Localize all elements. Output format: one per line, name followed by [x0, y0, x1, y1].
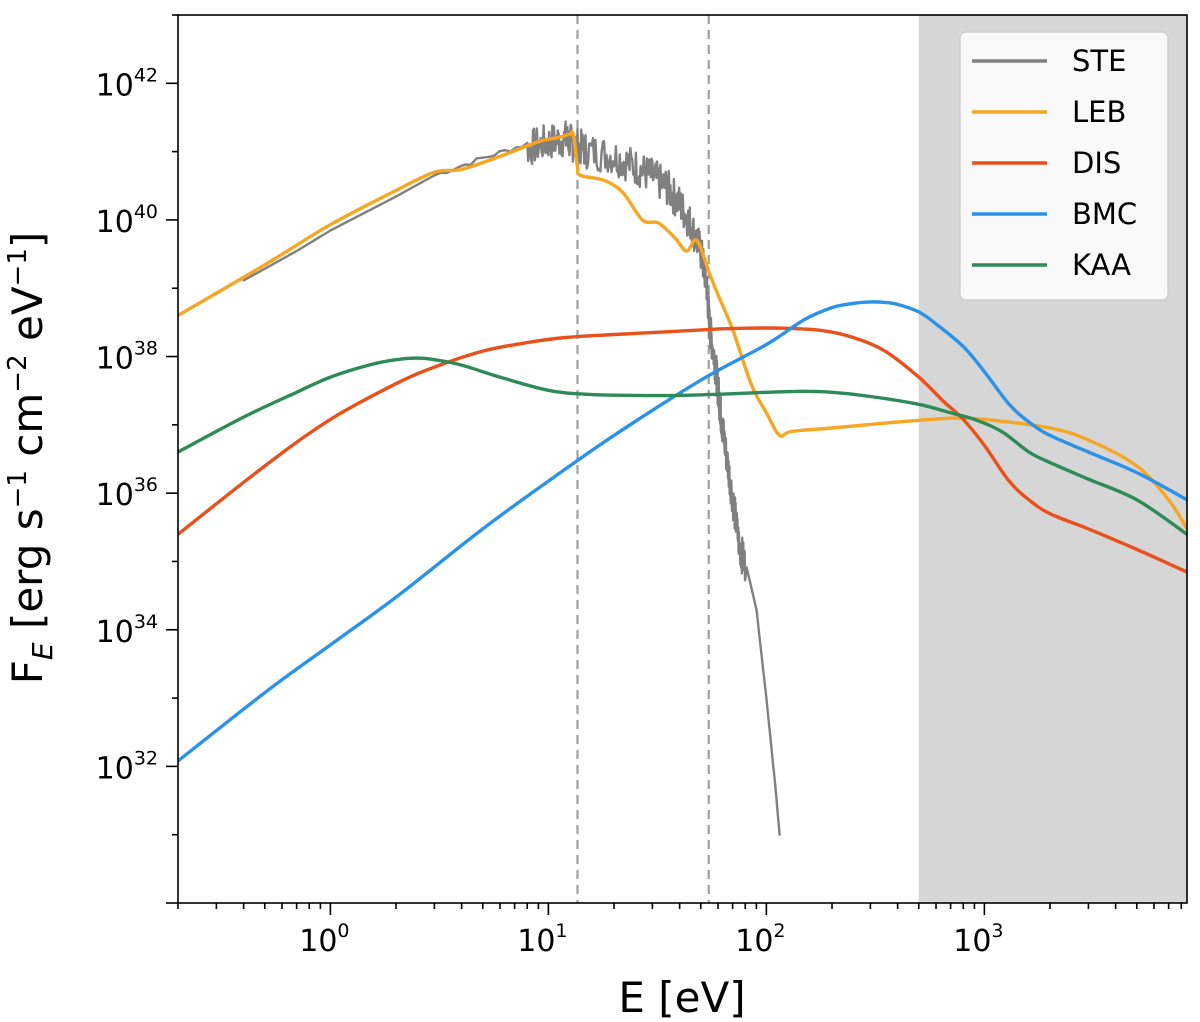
- legend-label-dis: DIS: [1072, 146, 1121, 180]
- y-tick-label: 1042: [96, 64, 158, 103]
- x-axis-ticks: 100 101 102 103: [177, 903, 1183, 959]
- y-title-exp3: −1: [3, 248, 33, 286]
- series-line-bmc: [178, 300, 1187, 763]
- legend-label-leb: LEB: [1072, 95, 1126, 129]
- legend: STE LEB DIS BMC KAA: [959, 31, 1169, 301]
- y-tick-label: 1040: [96, 201, 158, 240]
- y-tick-label: 1034: [96, 611, 158, 650]
- x-tick-label: 101: [517, 920, 567, 959]
- y-axis-ticks: 1032 1034 1036 1038 1040 1042: [96, 14, 178, 904]
- y-title-exp1: −1: [3, 470, 33, 508]
- series-line-leb: [178, 129, 1187, 531]
- plot-frame: [177, 14, 1188, 904]
- y-title-unit-open: [erg s: [3, 508, 52, 642]
- y-title-exp2: −2: [3, 354, 33, 392]
- y-title-subscript: E: [26, 642, 59, 660]
- legend-label-bmc: BMC: [1072, 197, 1137, 231]
- y-axis-title: FE [erg s−1 cm−2 eV−1]: [3, 232, 59, 685]
- legend-label-ste: STE: [1072, 44, 1126, 78]
- y-title-unit-mid2: eV: [3, 286, 52, 354]
- y-title-unit-close: ]: [3, 232, 52, 248]
- series-line-kaa: [178, 356, 1187, 536]
- x-tick-label: 103: [953, 920, 1003, 959]
- x-axis-title: E [eV]: [618, 973, 745, 1022]
- y-tick-label: 1032: [96, 747, 158, 786]
- legend-box: [959, 31, 1169, 301]
- x-tick-label: 100: [299, 920, 349, 959]
- y-title-prefix: F: [3, 660, 52, 684]
- legend-label-kaa: KAA: [1072, 248, 1131, 282]
- y-title-unit-mid: cm: [3, 393, 52, 470]
- series-line-ste: [242, 120, 781, 836]
- series-layer: [178, 120, 1187, 836]
- y-tick-label: 1038: [96, 338, 158, 377]
- y-tick-label: 1036: [96, 474, 158, 513]
- x-tick-label: 102: [735, 920, 785, 959]
